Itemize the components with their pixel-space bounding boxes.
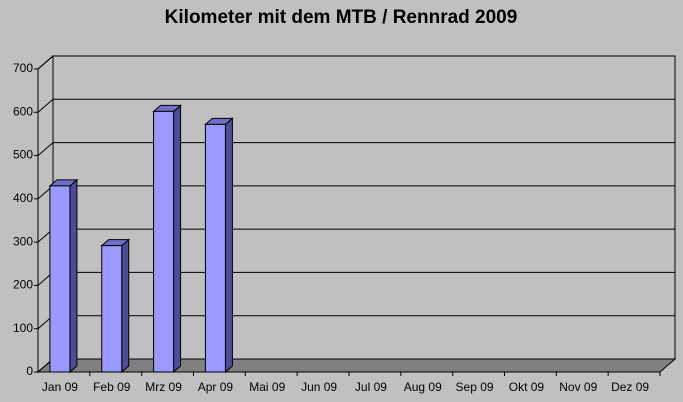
bar-side — [173, 104, 182, 374]
bar — [100, 238, 131, 374]
x-tick-label: Sep 09 — [456, 380, 494, 394]
x-tick-label: Jan 09 — [42, 380, 78, 394]
y-tick-label: 500 — [13, 148, 33, 162]
y-tick-label: 200 — [13, 278, 33, 292]
floor — [36, 358, 677, 373]
chart-title: Kilometer mit dem MTB / Rennrad 2009 — [165, 7, 518, 28]
bar — [152, 104, 182, 374]
x-tick-label: Mrz 09 — [145, 380, 182, 394]
bar-front — [101, 245, 123, 373]
y-tick-label: 700 — [13, 61, 33, 75]
y-tick-label: 0 — [26, 364, 33, 378]
x-tick-label: Apr 09 — [198, 380, 234, 394]
x-tick-label: Feb 09 — [93, 380, 131, 394]
grid-line — [37, 142, 675, 156]
grid-line — [37, 55, 675, 70]
x-tick-label: Nov 09 — [559, 380, 597, 394]
x-tick-label: Okt 09 — [509, 380, 545, 394]
y-tick-label: 400 — [13, 191, 33, 205]
y-tick-label: 600 — [13, 104, 33, 118]
y-tick-label: 100 — [13, 321, 33, 335]
bar-side — [69, 178, 78, 374]
bar-side — [224, 117, 233, 374]
x-tick-label: Aug 09 — [404, 380, 442, 394]
bar-side — [121, 238, 130, 374]
bar-front — [153, 110, 175, 373]
x-tick-label: Jun 09 — [301, 380, 337, 394]
bar — [48, 178, 79, 374]
x-tick-label: Dez 09 — [611, 380, 649, 394]
grid-line — [37, 98, 675, 113]
y-tick-label: 300 — [13, 234, 33, 248]
x-tick-label: Mai 09 — [249, 380, 285, 394]
x-tick-label: Jul 09 — [355, 380, 387, 394]
bar-front — [49, 185, 71, 373]
bar — [204, 117, 234, 374]
back-wall — [52, 55, 676, 360]
bar-front — [204, 123, 226, 373]
